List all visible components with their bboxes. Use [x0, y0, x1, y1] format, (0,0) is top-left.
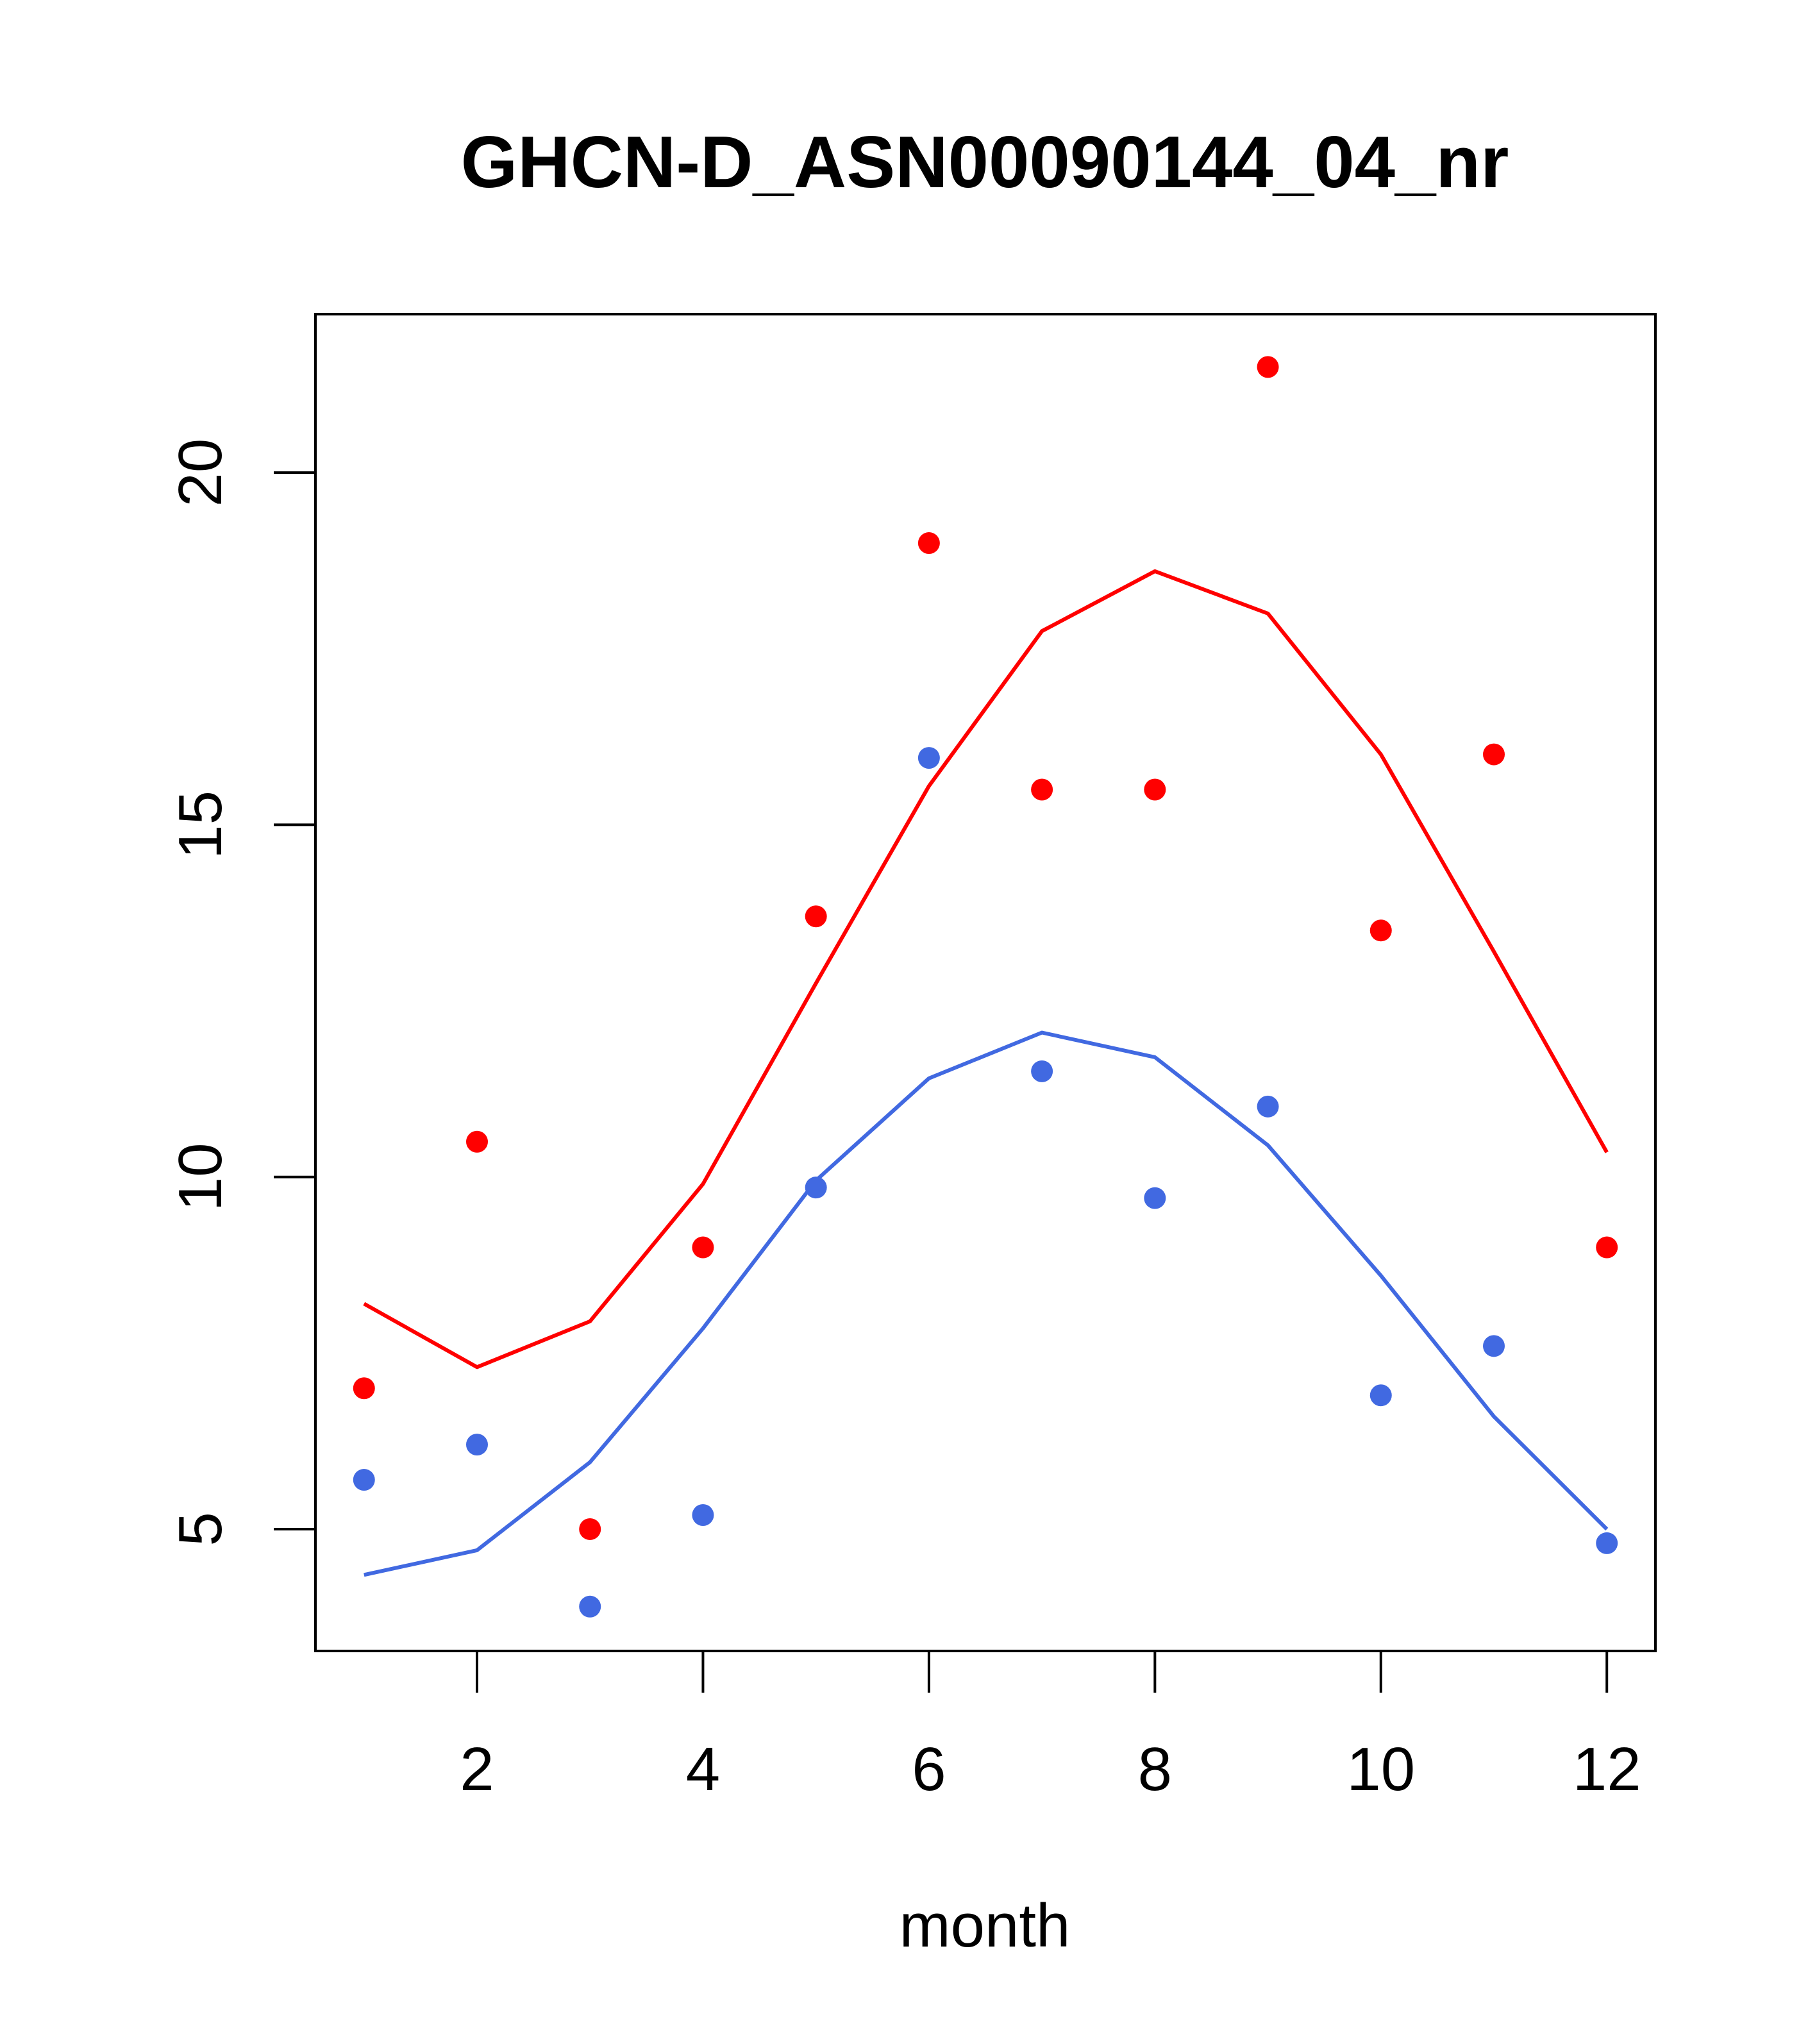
x-axis-title: month — [900, 1891, 1071, 1960]
series-line-2 — [363, 569, 1609, 1370]
data-point-1 — [692, 1504, 714, 1526]
y-tick-label: 5 — [166, 1512, 235, 1546]
x-axis: 2 4 6 8 10 12 — [460, 1650, 1641, 1804]
x-tick-label: 8 — [1138, 1735, 1172, 1804]
y-axis: 5 10 15 20 — [166, 439, 317, 1546]
data-point-0 — [692, 1236, 714, 1259]
data-point-1 — [917, 747, 940, 769]
x-tick-label: 12 — [1573, 1735, 1641, 1804]
data-point-1 — [1483, 1335, 1505, 1357]
data-point-0 — [1257, 356, 1279, 378]
data-point-1 — [465, 1434, 488, 1456]
x-tick-label: 6 — [912, 1735, 946, 1804]
y-tick-label: 20 — [166, 439, 235, 507]
data-point-0 — [1483, 743, 1505, 766]
data-point-0 — [353, 1377, 375, 1400]
x-tick-label: 10 — [1346, 1735, 1415, 1804]
data-point-0 — [1031, 778, 1053, 801]
data-point-1 — [1031, 1060, 1053, 1082]
series-layer — [353, 356, 1618, 1618]
x-tick-label: 4 — [686, 1735, 720, 1804]
data-point-0 — [465, 1130, 488, 1153]
data-point-0 — [579, 1518, 601, 1540]
data-point-1 — [1144, 1187, 1166, 1209]
data-point-0 — [1369, 919, 1392, 942]
data-point-1 — [353, 1469, 375, 1491]
x-tick-label: 2 — [460, 1735, 494, 1804]
data-point-1 — [579, 1595, 601, 1618]
data-point-0 — [1596, 1236, 1618, 1259]
plot-frame — [314, 313, 1657, 1652]
data-point-0 — [805, 905, 827, 928]
series-line-3 — [364, 1030, 1609, 1577]
data-point-1 — [1369, 1384, 1392, 1407]
chart-title: GHCN-D_ASN00090144_04_nr — [461, 122, 1509, 203]
data-point-1 — [1596, 1532, 1618, 1554]
y-tick-label: 10 — [166, 1143, 235, 1211]
data-point-1 — [805, 1177, 827, 1199]
data-point-0 — [1144, 778, 1166, 801]
y-tick-label: 15 — [166, 791, 235, 859]
data-point-1 — [1257, 1095, 1279, 1118]
data-point-0 — [917, 532, 940, 555]
